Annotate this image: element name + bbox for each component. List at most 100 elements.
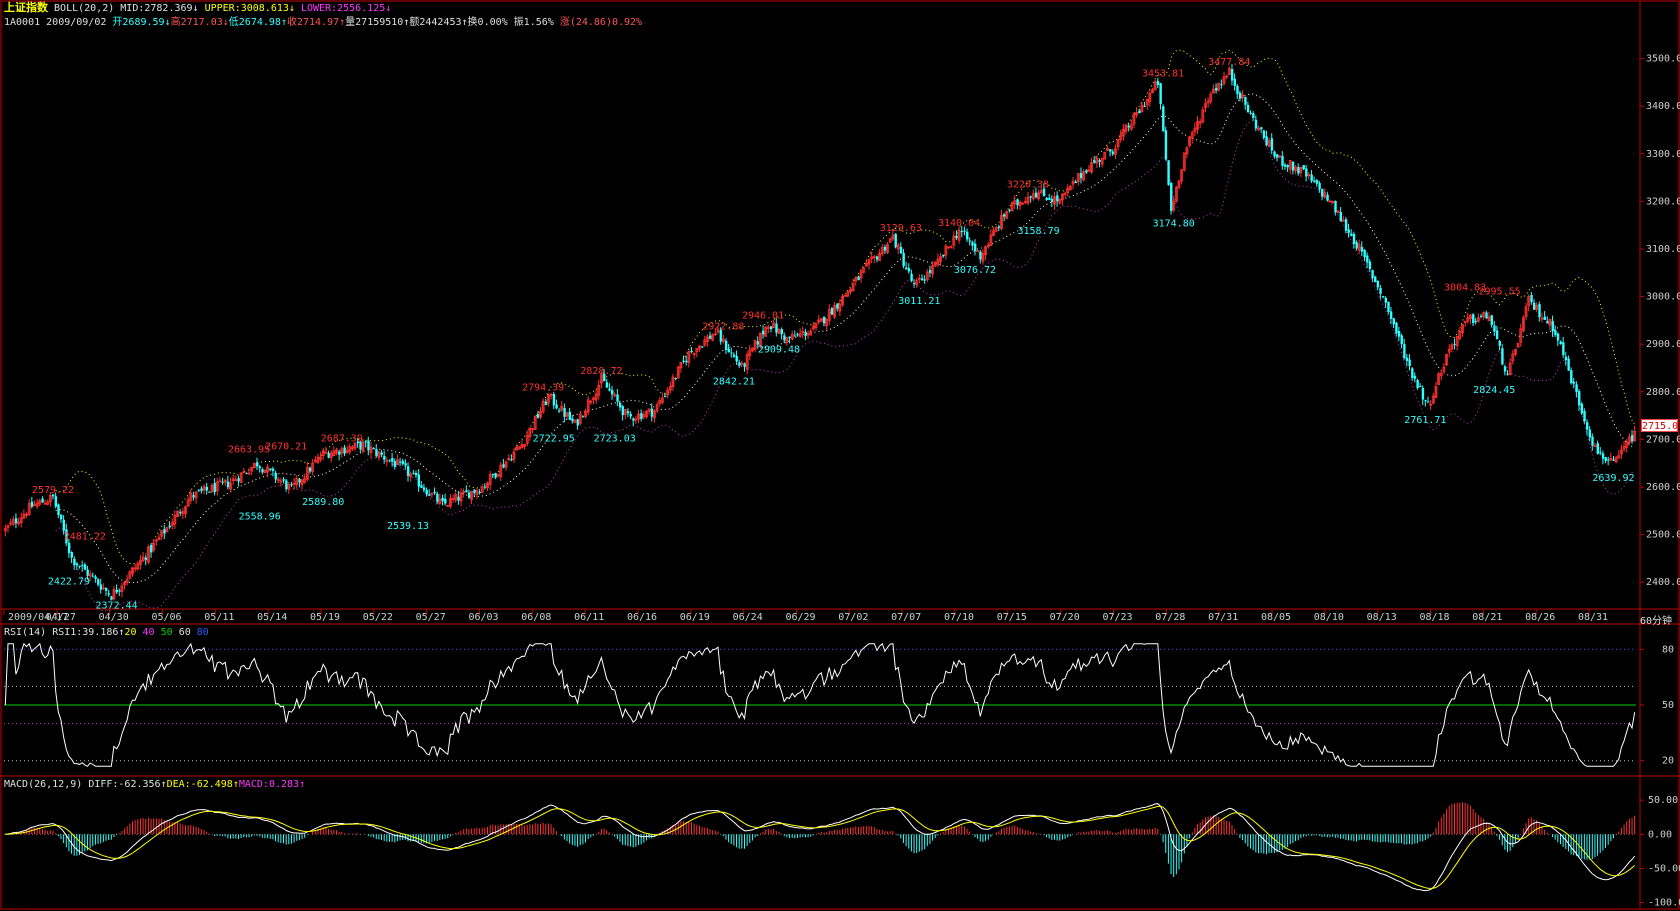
- rsi-level-20: 20: [124, 627, 137, 638]
- boll-lower-arrow: ↓: [385, 3, 392, 14]
- candle-body: [798, 333, 802, 337]
- date-tick-label: 04/30: [99, 612, 129, 623]
- candle-body: [1254, 119, 1258, 129]
- candle-body: [836, 303, 839, 309]
- candle-body: [1379, 287, 1382, 294]
- candle-body: [986, 244, 990, 248]
- rsi-line: [4, 642, 1636, 767]
- candle-body: [1522, 317, 1525, 331]
- candle-body: [1135, 112, 1138, 116]
- candle-body: [88, 573, 92, 577]
- candle-body: [1321, 188, 1324, 197]
- candle-body: [101, 587, 105, 590]
- candle-body: [573, 420, 577, 423]
- candle-body: [1201, 109, 1205, 123]
- candle-body: [1352, 234, 1356, 244]
- candle-body: [843, 294, 847, 297]
- candle-body: [383, 455, 386, 460]
- boll-lower: LOWER:2556.125: [300, 3, 386, 14]
- candle-body: [766, 326, 770, 330]
- candle-body: [1121, 128, 1125, 137]
- candle-body: [311, 462, 315, 472]
- candle-body: [1172, 201, 1176, 211]
- candle-body: [361, 441, 365, 452]
- candle-body: [279, 480, 283, 483]
- candle-body: [732, 354, 736, 357]
- candle-body: [81, 565, 84, 567]
- high-price-label: 2922.88: [702, 321, 744, 332]
- candle-body: [642, 414, 646, 418]
- candle-body: [1145, 98, 1149, 106]
- candle-body: [507, 457, 511, 461]
- date-tick-label: 07/31: [1208, 612, 1238, 623]
- candle-body: [578, 413, 582, 424]
- candle-body: [1543, 316, 1546, 320]
- candle-body: [1260, 127, 1263, 130]
- candle-body: [1034, 192, 1038, 198]
- candle-body: [504, 461, 508, 468]
- period-label[interactable]: 60分钟: [1640, 616, 1673, 627]
- macd-label: MACD(26,12,9): [4, 779, 83, 790]
- candle-body: [709, 335, 712, 339]
- date-tick-label: 07/20: [1050, 612, 1080, 623]
- candle-body: [1058, 199, 1062, 204]
- candle-body: [1180, 169, 1184, 182]
- low-price-label: 2639.92: [1592, 473, 1634, 484]
- candle-body: [544, 401, 548, 406]
- candle-body: [1546, 321, 1549, 324]
- candle-body: [210, 484, 214, 493]
- macd-dea-line: [5, 805, 1636, 889]
- candle-body: [679, 361, 683, 369]
- candle-body: [1389, 311, 1393, 319]
- candle-body: [295, 478, 299, 486]
- candle-body: [1310, 174, 1313, 181]
- candle-body: [1162, 106, 1165, 132]
- candle-body: [713, 333, 717, 336]
- low-price-label: 2422.79: [48, 576, 90, 587]
- volume: 量27159510: [345, 17, 404, 28]
- candle-body: [827, 308, 831, 321]
- candle-body: [242, 471, 246, 474]
- open-arrow: ↓: [164, 17, 171, 28]
- low-price-label: 2558.96: [239, 512, 281, 523]
- candle-body: [549, 393, 553, 396]
- candle-body: [407, 466, 410, 477]
- candle-body: [263, 469, 267, 474]
- candle-body: [1374, 276, 1377, 282]
- candle-body: [753, 340, 757, 350]
- candle-body: [17, 521, 20, 524]
- candle-body: [1503, 366, 1507, 372]
- candle-body: [719, 329, 723, 342]
- candle-body: [1392, 318, 1395, 325]
- candle-body: [1551, 321, 1554, 332]
- candle-body: [1620, 449, 1623, 455]
- candle-body: [353, 442, 357, 449]
- rsi-level-60: 60: [178, 627, 191, 638]
- candle-body: [91, 575, 95, 577]
- candle-body: [925, 271, 929, 280]
- candle-body: [952, 235, 956, 246]
- candle-body: [992, 230, 995, 236]
- candle-body: [1599, 452, 1602, 454]
- candle-body: [1495, 330, 1499, 340]
- macd-bars-group: [7, 802, 1636, 878]
- candle-body: [1215, 87, 1218, 91]
- high-price-label: 3004.83: [1444, 282, 1486, 293]
- candle-body: [1249, 112, 1252, 114]
- candle-body: [73, 558, 76, 566]
- macd-tick-label: 50.00: [1648, 795, 1678, 806]
- candle-body: [854, 277, 858, 282]
- candle-body: [494, 473, 497, 478]
- candle-body: [57, 504, 60, 515]
- candle-body: [960, 231, 964, 233]
- candle-body: [1400, 335, 1403, 345]
- candle-body: [1016, 199, 1019, 206]
- candle-body: [1037, 192, 1040, 200]
- date-tick-label: 06/29: [785, 612, 815, 623]
- high-price-label: 2579.22: [32, 485, 74, 496]
- candle-body: [1336, 210, 1340, 213]
- candle-body: [372, 448, 375, 450]
- quote-date: 2009/09/02: [46, 17, 107, 28]
- candle-body: [231, 478, 235, 481]
